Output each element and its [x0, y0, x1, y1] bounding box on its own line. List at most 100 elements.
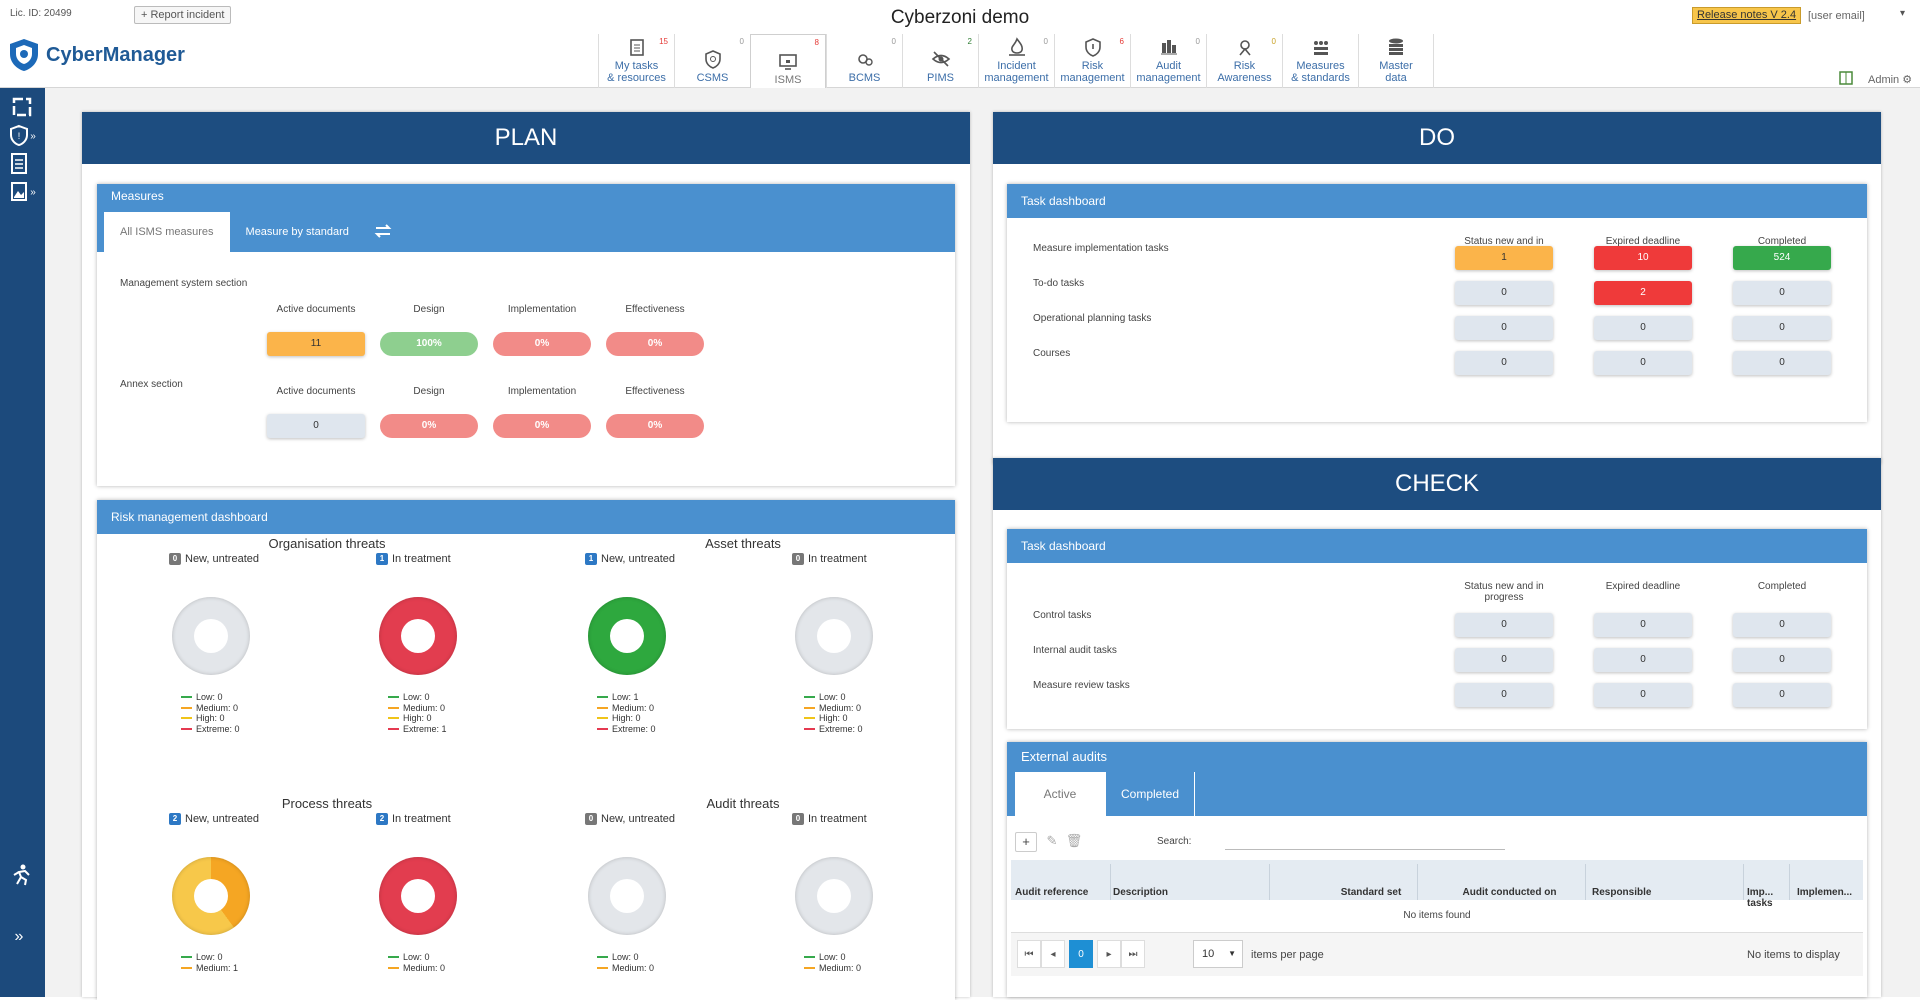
audit-column-header[interactable]: Implemen... — [1797, 887, 1853, 898]
nav-tab-pims[interactable]: 2 PIMS — [902, 34, 978, 88]
dashboard-value[interactable]: 0 — [1733, 648, 1831, 672]
expand-sidebar-icon[interactable]: » — [9, 924, 37, 948]
book-icon[interactable] — [1838, 70, 1854, 86]
audit-column-header[interactable]: Audit reference — [1015, 887, 1089, 898]
tab-active[interactable]: Active — [1015, 772, 1105, 816]
dashboard-value[interactable]: 2 — [1594, 281, 1692, 305]
dashboard-value[interactable]: 0 — [1455, 281, 1553, 305]
shield-expand-icon[interactable]: !» — [9, 124, 37, 148]
nav-tab-measures[interactable]: Measures & standards — [1282, 34, 1358, 88]
nav-tab-audit[interactable]: 0 Audit management — [1130, 34, 1206, 88]
risk-status-text: In treatment — [808, 813, 867, 825]
nav-tab-bcms[interactable]: 0 BCMS — [826, 34, 902, 88]
risk-legend: Low: 0 Medium: 0 — [388, 952, 445, 973]
current-page-button[interactable]: 0 — [1069, 940, 1093, 968]
dashboard-value[interactable]: 0 — [1733, 683, 1831, 707]
dashboard-value[interactable]: 0 — [1455, 648, 1553, 672]
release-notes-link[interactable]: Release notes V 2.4 — [1692, 7, 1802, 24]
audit-column-header[interactable]: Description — [1113, 887, 1169, 898]
audit-column-header[interactable]: Imp... tasks — [1747, 887, 1774, 909]
svg-text:»: » — [30, 131, 36, 142]
risk-donut-chart[interactable] — [172, 597, 250, 675]
nav-tab-my-tasks[interactable]: 15 My tasks & resources — [598, 34, 674, 88]
donut-hole — [401, 619, 435, 653]
measure-value[interactable]: 0% — [493, 332, 591, 356]
measure-value[interactable]: 0% — [606, 332, 704, 356]
risk-count-badge: 1 — [376, 553, 388, 565]
measure-col-header: Implementation — [507, 304, 577, 315]
dashboard-value[interactable]: 0 — [1733, 316, 1831, 340]
risk-donut-chart[interactable] — [588, 597, 666, 675]
nav-tab-incident[interactable]: 0 Incident management — [978, 34, 1054, 88]
measure-value[interactable]: 0% — [493, 414, 591, 438]
donut-hole — [817, 879, 851, 913]
report-incident-button[interactable]: + Report incident — [134, 6, 232, 24]
swap-icon[interactable] — [373, 222, 393, 240]
delete-trash-icon[interactable]: 🗑 — [1063, 832, 1085, 852]
admin-menu[interactable]: Admin ⚙ — [1868, 74, 1913, 86]
audit-column-header[interactable]: Standard set — [1340, 887, 1402, 898]
risk-dashboard-title: Risk management dashboard — [97, 500, 955, 534]
tab-completed[interactable]: Completed — [1105, 772, 1195, 816]
nav-tab-risk[interactable]: 6 Risk management — [1054, 34, 1130, 88]
tab-measure-by-standard[interactable]: Measure by standard — [245, 226, 349, 238]
logo[interactable]: CyberManager — [8, 38, 185, 72]
user-email[interactable]: [user email] — [1808, 10, 1865, 22]
legend-item-medium: Medium: 0 — [804, 703, 863, 714]
tab-all-isms-measures[interactable]: All ISMS measures — [104, 212, 230, 252]
nav-label-line1: My tasks — [614, 60, 659, 72]
dashboard-value[interactable]: 0 — [1594, 351, 1692, 375]
dashboard-value[interactable]: 0 — [1594, 316, 1692, 340]
dashboard-value[interactable]: 524 — [1733, 246, 1831, 270]
dashboard-value[interactable]: 0 — [1455, 351, 1553, 375]
per-page-select[interactable]: 10 ▼ — [1193, 940, 1243, 968]
last-page-icon[interactable]: ⏭ — [1121, 940, 1145, 968]
measure-value[interactable]: 0% — [380, 414, 478, 438]
mgmt-section-label: Management system section — [120, 278, 248, 289]
prev-page-icon[interactable]: ◂ — [1041, 940, 1065, 968]
dashboard-value[interactable]: 0 — [1455, 316, 1553, 340]
dashboard-value[interactable]: 0 — [1733, 281, 1831, 305]
first-page-icon[interactable]: ⏮ — [1017, 940, 1041, 968]
dashboard-value[interactable]: 0 — [1594, 613, 1692, 637]
measure-value[interactable]: 0 — [267, 414, 365, 438]
sync-icon[interactable] — [9, 96, 37, 120]
risk-donut-chart[interactable] — [795, 597, 873, 675]
audits-table-header — [1011, 860, 1863, 900]
dashboard-value[interactable]: 0 — [1733, 613, 1831, 637]
risk-donut-chart[interactable] — [379, 857, 457, 935]
next-page-icon[interactable]: ▸ — [1097, 940, 1121, 968]
risk-donut-chart[interactable] — [588, 857, 666, 935]
nav-tab-master[interactable]: Master data — [1358, 34, 1434, 88]
legend-swatch — [597, 717, 608, 720]
dashboard-value[interactable]: 1 — [1455, 246, 1553, 270]
user-menu-caret-icon[interactable]: ▾ — [1900, 8, 1906, 19]
dashboard-value[interactable]: 0 — [1594, 683, 1692, 707]
risk-donut-chart[interactable] — [172, 857, 250, 935]
document-list-icon[interactable] — [9, 152, 37, 176]
search-input[interactable] — [1225, 826, 1505, 850]
nav-tab-csms[interactable]: 0 CSMS — [674, 34, 750, 88]
dashboard-value[interactable]: 0 — [1455, 613, 1553, 637]
edit-pencil-icon[interactable]: ✎ — [1041, 832, 1063, 852]
image-expand-icon[interactable]: » — [9, 180, 37, 204]
nav-tab-risk[interactable]: 0 Risk Awareness — [1206, 34, 1282, 88]
dashboard-value[interactable]: 0 — [1733, 351, 1831, 375]
measure-value[interactable]: 11 — [267, 332, 365, 356]
add-audit-button[interactable]: + — [1015, 832, 1037, 852]
measure-value[interactable]: 0% — [606, 414, 704, 438]
dashboard-value[interactable]: 0 — [1594, 648, 1692, 672]
risk-donut-chart[interactable] — [795, 857, 873, 935]
measure-value[interactable]: 100% — [380, 332, 478, 356]
audit-column-header[interactable]: Responsible — [1592, 887, 1652, 898]
risk-donut-chart[interactable] — [379, 597, 457, 675]
person-running-icon[interactable] — [9, 863, 37, 887]
legend-item-extreme: Extreme: 0 — [804, 724, 863, 735]
audit-column-header[interactable]: Audit conducted on — [1462, 887, 1557, 898]
nav-badge: 0 — [1043, 37, 1048, 46]
risk-group-title: Process threats — [281, 796, 373, 811]
dashboard-value[interactable]: 10 — [1594, 246, 1692, 270]
nav-tab-isms[interactable]: 8 ISMS — [750, 34, 826, 90]
dashboard-value[interactable]: 0 — [1455, 683, 1553, 707]
legend-text: Medium: 0 — [819, 962, 862, 973]
